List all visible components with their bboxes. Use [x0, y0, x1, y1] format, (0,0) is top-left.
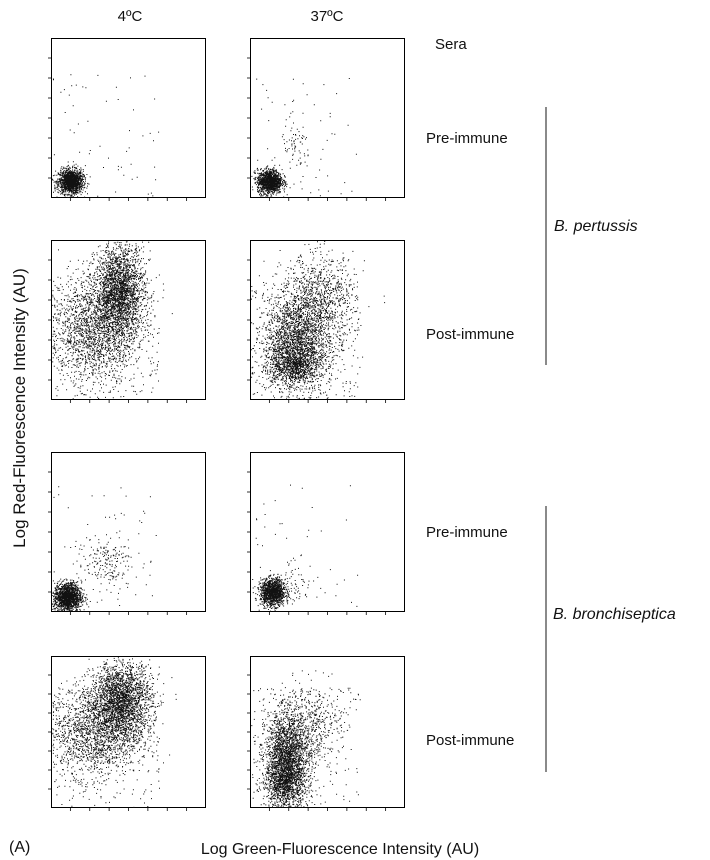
- scatter-pertussis-post-4c: [48, 240, 206, 403]
- plot-frame: [250, 38, 405, 198]
- scatter-points: [251, 241, 386, 400]
- scatter-points-path: [52, 241, 173, 400]
- scatter-points-path: [252, 484, 359, 612]
- organism-label-bronchiseptica: B. bronchiseptica: [553, 606, 676, 623]
- scatter-points: [52, 486, 157, 612]
- x-axis-label: Log Green-Fluorescence Intensity (AU): [200, 841, 480, 858]
- bronchiseptica-bracket: [545, 506, 547, 772]
- scatter-bronchiseptica-pre-4c: [48, 452, 206, 615]
- column-header-4c: 4ºC: [117, 8, 143, 25]
- scatter-pertussis-pre-37c: [247, 38, 405, 201]
- organism-label-pertussis: B. pertussis: [554, 218, 638, 235]
- scatter-points: [252, 484, 359, 612]
- panel-label: (A): [9, 839, 31, 856]
- sera-label: Sera: [435, 36, 467, 53]
- scatter-bronchiseptica-post-37c: [247, 656, 405, 811]
- scatter-pertussis-pre-4c: [48, 38, 206, 201]
- pertussis-bracket: [545, 107, 547, 365]
- scatter-points-path: [52, 74, 160, 198]
- scatter-points: [52, 657, 177, 808]
- scatter-points-path: [52, 486, 157, 612]
- scatter-points: [52, 241, 173, 400]
- scatter-bronchiseptica-post-4c: [48, 656, 206, 811]
- scatter-bronchiseptica-pre-37c: [247, 452, 405, 615]
- scatter-points: [251, 670, 361, 808]
- scatter-points-path: [251, 241, 386, 400]
- scatter-pertussis-post-37c: [247, 240, 405, 403]
- plot-frame: [51, 452, 206, 612]
- row-label-pertussis-post: Post-immune: [426, 326, 515, 343]
- plot-frame: [250, 240, 405, 400]
- row-label-bronchiseptica-post: Post-immune: [426, 732, 515, 749]
- scatter-points-path: [52, 657, 177, 808]
- column-header-37c: 37ºC: [310, 8, 344, 25]
- plot-frame: [51, 38, 206, 198]
- plot-frame: [51, 240, 206, 400]
- row-label-pertussis-pre: Pre-immune: [426, 130, 508, 147]
- row-label-bronchiseptica-pre: Pre-immune: [426, 524, 508, 541]
- scatter-points: [52, 74, 160, 198]
- y-axis-label: Log Red-Fluorescence Intensity (AU): [10, 268, 29, 548]
- scatter-points-path: [251, 670, 361, 808]
